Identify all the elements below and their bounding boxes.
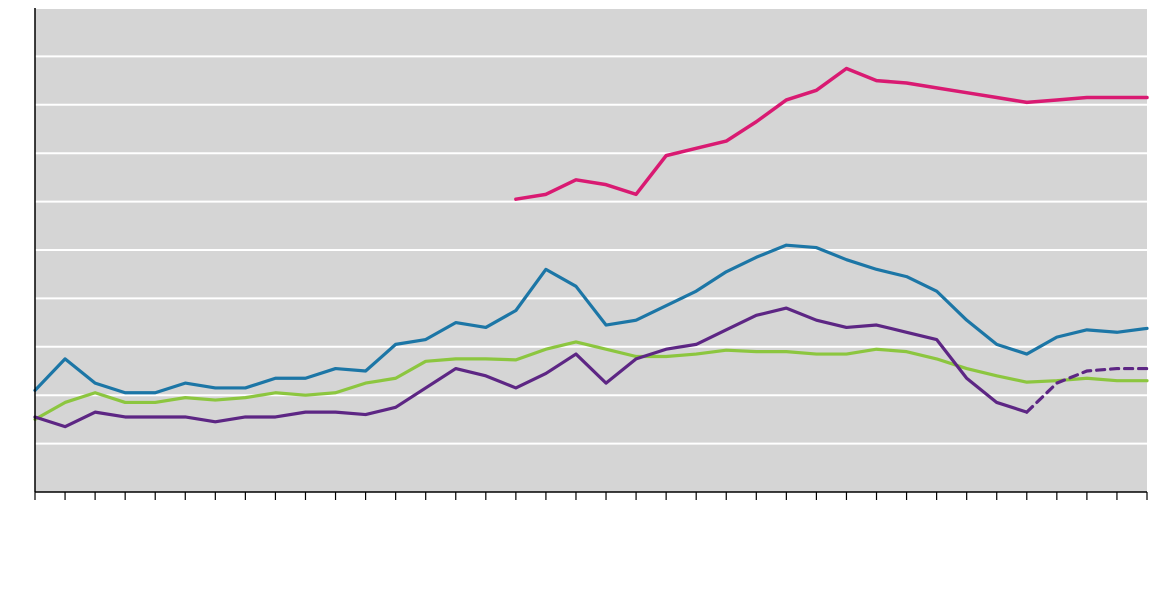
line-chart bbox=[0, 0, 1165, 591]
